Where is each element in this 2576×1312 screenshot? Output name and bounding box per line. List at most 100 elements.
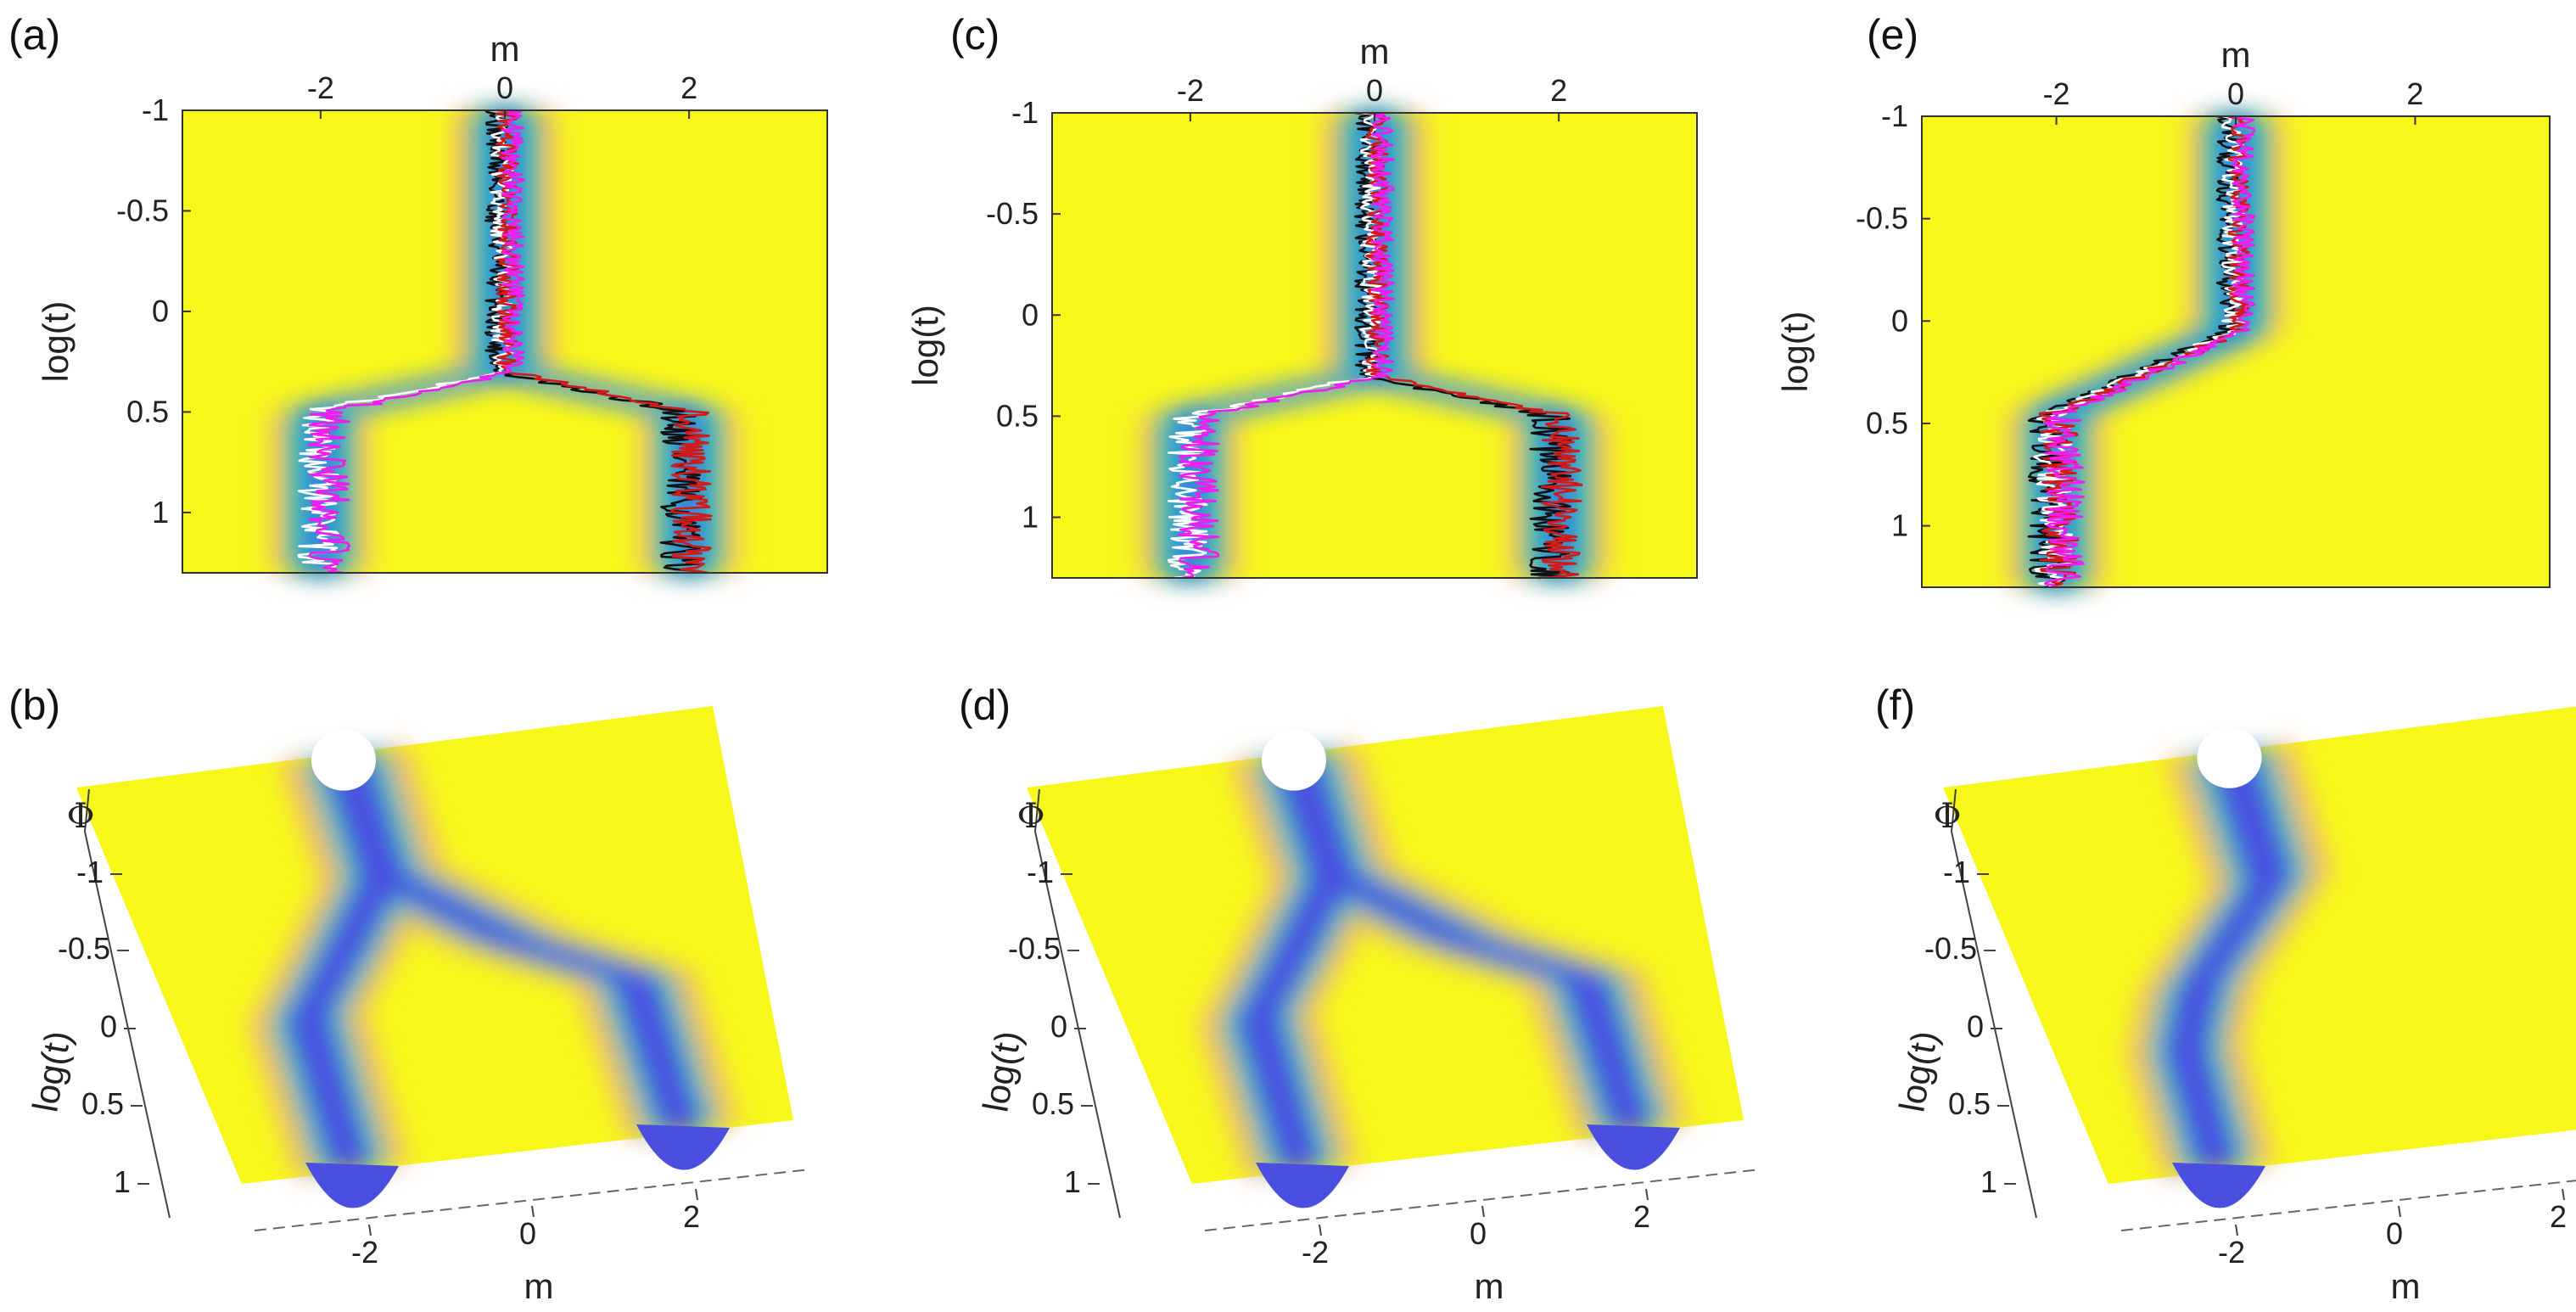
top-well-notch	[1262, 729, 1326, 791]
y-tick-label: 0	[152, 294, 169, 328]
y-tick-label: -1	[1011, 95, 1039, 130]
panel-label: (a)	[8, 11, 60, 59]
y-tick-label: 1	[1980, 1164, 1997, 1199]
valley-core-1	[1268, 749, 1655, 1135]
x-axis-label: m	[490, 29, 520, 69]
y-tick-label: 0	[100, 1009, 117, 1044]
y-tick-label: 0.5	[126, 394, 169, 429]
x-tick-label: 2	[1550, 73, 1567, 108]
x-tick-label: 2	[1633, 1199, 1650, 1234]
y-axis-label: log(t)	[25, 1028, 78, 1114]
x-tick-label: -2	[1302, 1235, 1329, 1270]
x-tick-label: 2	[2550, 1199, 2567, 1234]
y-tick-label: 0	[1967, 1009, 1984, 1044]
x-tick-mark	[1481, 1205, 1485, 1218]
x-tick-label: -2	[2043, 76, 2070, 111]
bottom-well-1	[1587, 1124, 1680, 1170]
x-tick-label: 0	[1470, 1216, 1487, 1251]
y-tick-label: -1	[1881, 98, 1908, 133]
y-axis-label: log(t)	[36, 301, 76, 383]
y-axis-line	[1034, 831, 1121, 1219]
trajectory-black	[1354, 111, 1572, 580]
y-tick-label: 1	[1064, 1164, 1081, 1199]
z-axis-line	[1034, 788, 1040, 833]
y-tick-label: -0.5	[986, 196, 1039, 231]
x-tick-mark	[1645, 1188, 1649, 1201]
y-tick-label: 0.5	[1948, 1086, 1991, 1121]
x-tick-mark	[531, 1205, 535, 1218]
bottom-well-0	[305, 1163, 399, 1208]
x-tick-label: 0	[496, 70, 513, 105]
x-axis-label: m	[1475, 1266, 1504, 1306]
y-tick-label: 0.5	[1866, 406, 1908, 440]
panel-label: (d)	[959, 681, 1011, 729]
y-tick-label: -0.5	[1924, 931, 1977, 966]
y-axis-label: log(t)	[975, 1028, 1028, 1114]
y-tick-label: 0.5	[1032, 1086, 1074, 1121]
surface-valley	[1199, 745, 1688, 1178]
z-axis-label: Φ	[1017, 797, 1045, 836]
surface-panel-0: -1 -0.5 0 0.5 1 log(t) -2 0 2 m Φ (b)	[8, 681, 811, 1306]
x-tick-label: -2	[1177, 73, 1204, 108]
top-well-notch	[2197, 726, 2262, 788]
surface-panel-1: -1 -0.5 0 0.5 1 log(t) -2 0 2 m Φ (d)	[959, 681, 1761, 1306]
bottom-well-1	[636, 1124, 730, 1170]
y-tick-label: 1	[114, 1164, 131, 1199]
y-tick-label: 0	[1891, 303, 1908, 338]
surface-valley	[2128, 743, 2332, 1178]
x-tick-label: 2	[2406, 76, 2423, 111]
x-axis-label: m	[2221, 35, 2251, 75]
y-tick-label: 1	[1022, 500, 1039, 535]
y-axis-label: log(t)	[1775, 311, 1815, 393]
valley-core-0	[2162, 748, 2295, 1174]
trajectory-magenta	[2043, 115, 2256, 589]
panel-label: (b)	[8, 681, 60, 729]
y-tick-label: 0	[1050, 1009, 1067, 1044]
x-axis-label: m	[524, 1266, 554, 1306]
y-axis-line	[1951, 831, 2037, 1219]
y-tick-label: 1	[1891, 508, 1908, 543]
x-tick-label: 0	[519, 1216, 536, 1251]
y-axis-label: log(t)	[905, 305, 945, 386]
heatmap-panel-2: -2 0 2 m -1 -0.5 0 0.5 1 log(t) (e)	[1775, 11, 2551, 589]
trajectories	[1167, 111, 1583, 580]
panel-label: (c)	[950, 11, 1000, 59]
bottom-well-0	[1256, 1163, 1349, 1208]
y-tick-label: 1	[152, 495, 169, 530]
valley-core-1	[318, 749, 705, 1135]
y-tick-label: -0.5	[58, 931, 110, 966]
top-well-notch	[311, 729, 376, 791]
x-tick-label: -2	[351, 1235, 378, 1270]
heatmap-panel-0: -2 0 2 m -1 -0.5 0 0.5 1 log(t) (a)	[8, 11, 828, 575]
panel-label: (f)	[1875, 681, 1915, 729]
z-axis-label: Φ	[67, 797, 95, 836]
trajectories	[2027, 115, 2256, 589]
x-tick-mark	[695, 1188, 698, 1201]
surface-panel-2: -1 -0.5 0 0.5 1 log(t) -2 0 2 m Φ (f)	[1875, 681, 2576, 1306]
z-axis-label: Φ	[1934, 797, 1962, 836]
x-tick-label: -2	[2218, 1235, 2245, 1270]
x-tick-label: 0	[2386, 1216, 2403, 1251]
bottom-panels: -1 -0.5 0 0.5 1 log(t) -2 0 2 m Φ (b) -1 -0.5 0 0.5 1 log…	[8, 681, 2576, 1306]
z-axis-line	[1951, 788, 1957, 833]
y-tick-label: -1	[76, 855, 104, 889]
x-tick-label: 0	[2227, 76, 2244, 111]
panel-label: (e)	[1867, 11, 1918, 59]
y-tick-label: -1	[1943, 855, 1970, 889]
x-tick-mark	[2562, 1188, 2565, 1201]
x-tick-mark	[2398, 1205, 2401, 1218]
surface-valley	[249, 745, 738, 1178]
trajectory-magenta	[307, 109, 526, 575]
x-axis-label: m	[1360, 31, 1390, 71]
y-tick-label: -0.5	[116, 193, 169, 227]
z-axis-line	[84, 788, 90, 833]
trajectory-white	[1167, 111, 1384, 580]
top-panels: -2 0 2 m -1 -0.5 0 0.5 1 log(t) (a) -2 0 2 m -1 -0.5 0 0.5…	[8, 11, 2551, 589]
x-axis-label: m	[2391, 1266, 2421, 1306]
y-tick-label: -0.5	[1856, 201, 1908, 236]
y-tick-label: -0.5	[1008, 931, 1061, 966]
x-tick-label: 0	[1366, 73, 1383, 108]
y-axis-label: log(t)	[1891, 1028, 1945, 1114]
x-tick-label: 2	[683, 1199, 700, 1234]
